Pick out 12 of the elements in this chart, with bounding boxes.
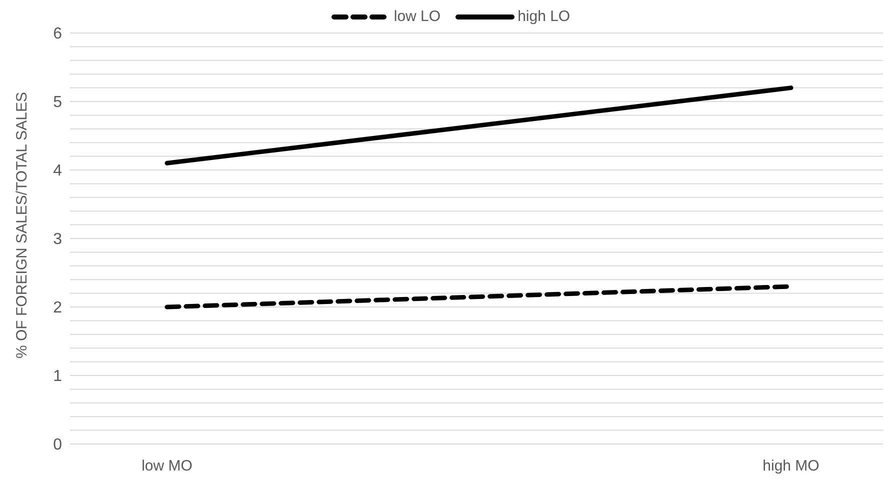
y-axis-title: % OF FOREIGN SALES/TOTAL SALES bbox=[13, 92, 30, 358]
y-tick-label: 5 bbox=[53, 94, 62, 112]
x-tick-label: high MO bbox=[762, 458, 820, 475]
legend-label: high LO bbox=[518, 8, 570, 25]
y-tick-label: 1 bbox=[53, 368, 62, 386]
y-tick-label: 0 bbox=[53, 436, 62, 454]
y-tick-label: 2 bbox=[53, 300, 62, 317]
x-tick-label: low MO bbox=[142, 458, 192, 475]
y-tick-label: 4 bbox=[53, 162, 62, 180]
y-tick-label: 6 bbox=[53, 26, 62, 43]
y-tick-label: 3 bbox=[53, 231, 62, 248]
legend-label: low LO bbox=[394, 8, 441, 25]
